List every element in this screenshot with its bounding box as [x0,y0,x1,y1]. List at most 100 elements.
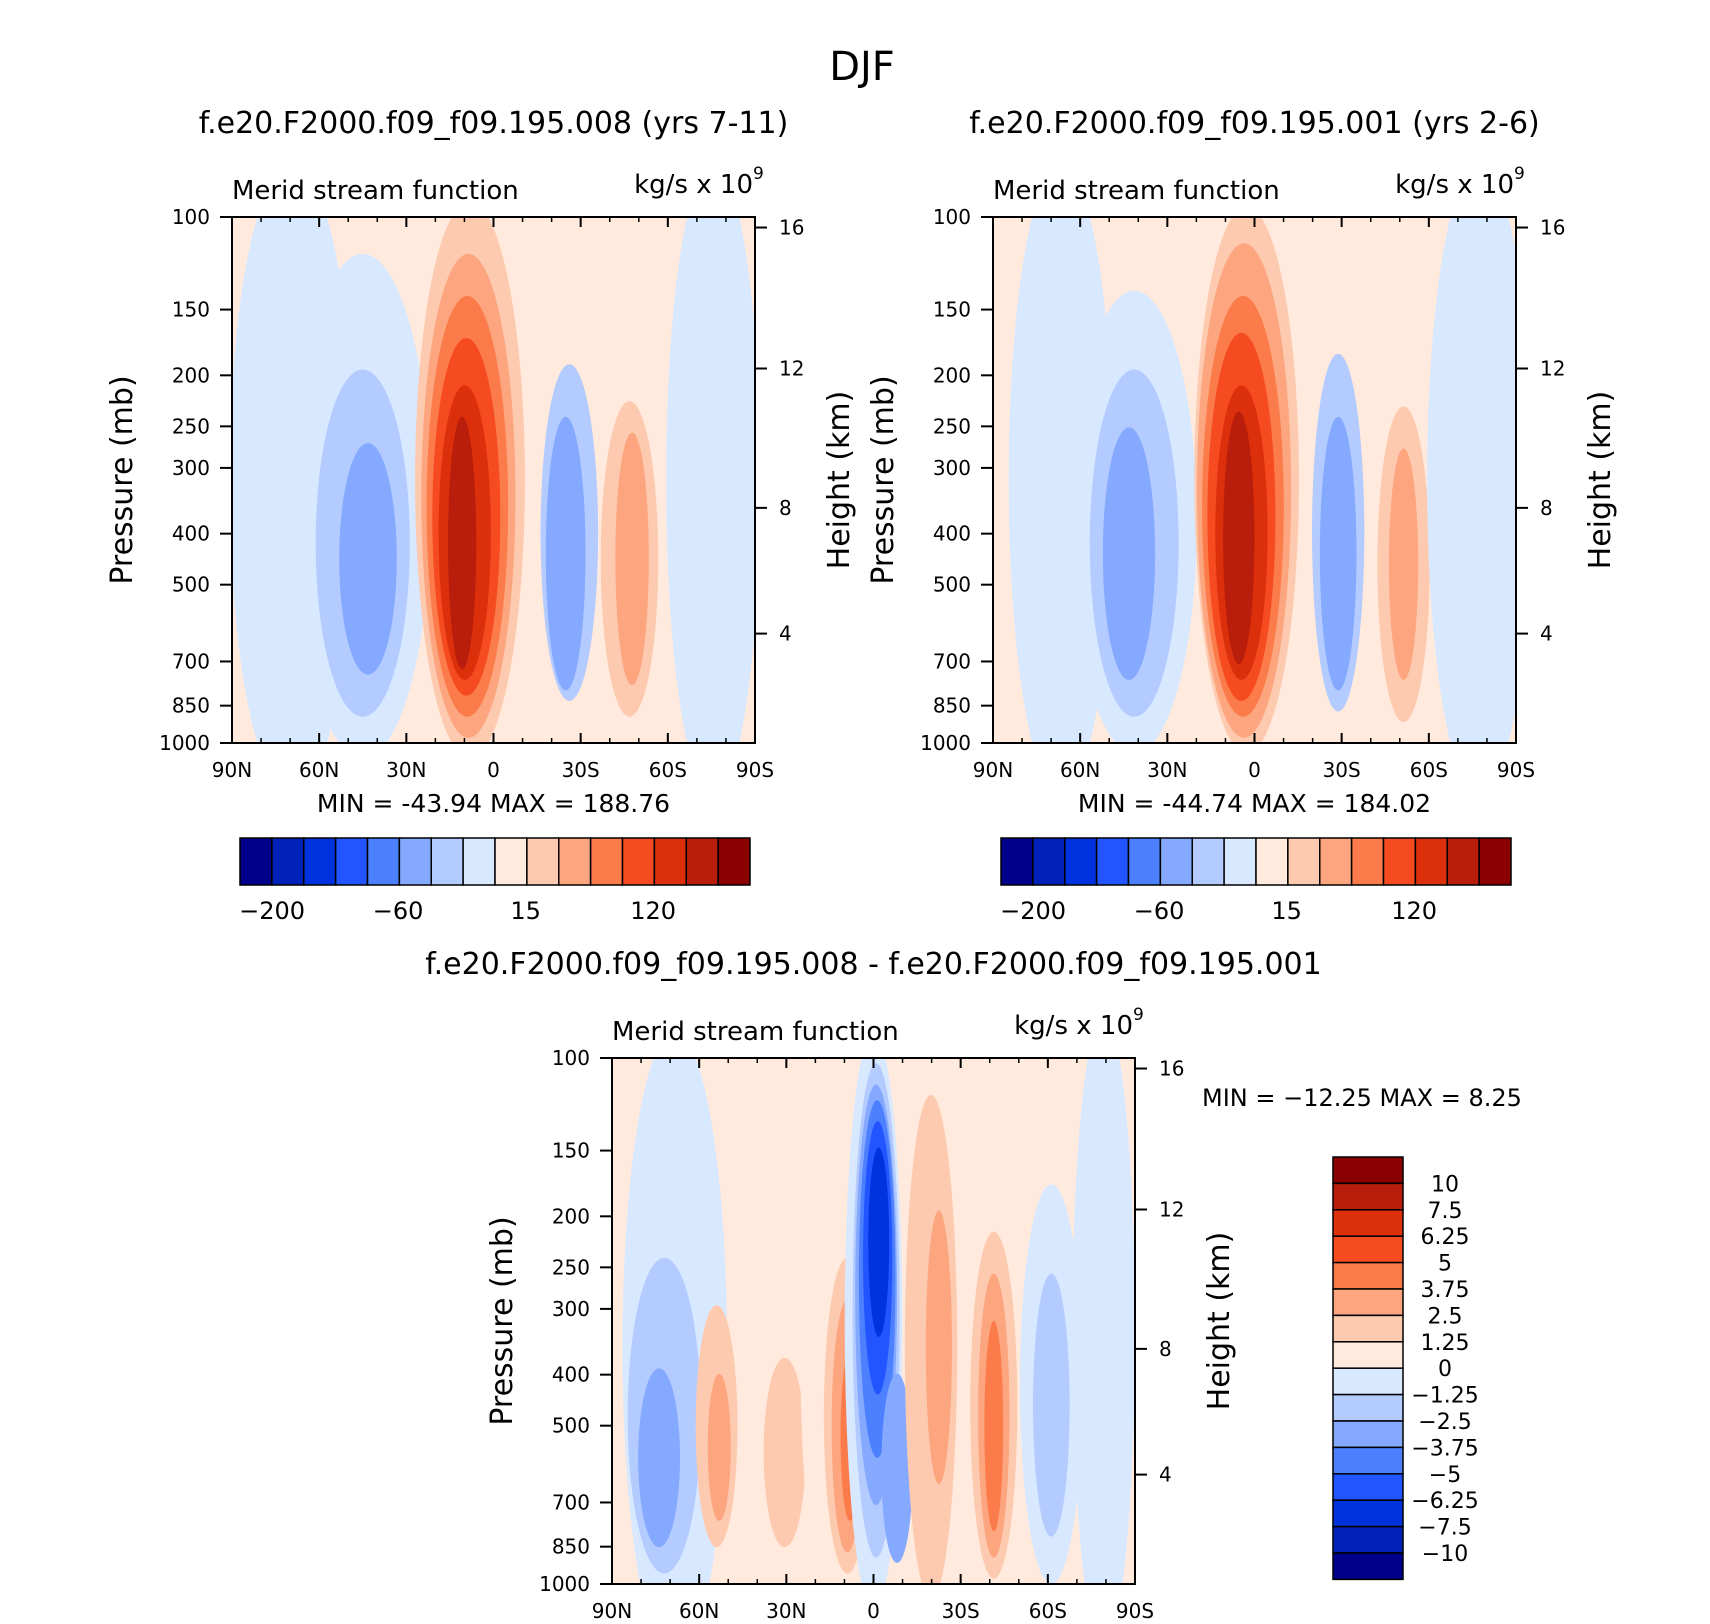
colorbar-label: −200 [239,897,305,925]
panel-subtitle-left: Merid stream function [232,176,519,206]
y-right-tick-label: 12 [1159,1197,1184,1221]
contour-region [868,1147,890,1337]
x-tick-label: 90S [736,758,774,782]
contour-region [545,416,586,691]
panel-subtitle-right: kg/s x 10 [634,170,753,200]
min-max-text: MIN = −12.25 MAX = 8.25 [1202,1084,1522,1112]
colorbar-label: 2.5 [1428,1304,1463,1329]
y-tick-label: 150 [933,298,971,322]
contour-region [881,1373,913,1563]
panel-3: f.e20.F2000.f09_f09.195.008 - f.e20.F200… [425,947,1522,1623]
x-tick-label: 0 [867,1599,880,1620]
colorbar-swatch [1332,1235,1404,1264]
panel-1: f.e20.F2000.f09_f09.195.008 (yrs 7-11) Me… [105,106,857,925]
colorbar-swatch [1000,837,1034,886]
y-tick-label: 200 [552,1204,590,1228]
colorbar-swatch [1159,837,1193,886]
contour-region [984,1321,1004,1532]
y-tick-label: 100 [552,1046,590,1070]
colorbar-label: −60 [373,897,424,925]
colorbar-swatch [1414,837,1448,886]
figure-title: DJF [829,44,895,90]
x-tick-label: 90N [973,758,1013,782]
colorbar-label: 120 [1391,897,1437,925]
colorbar-swatch [1382,837,1417,886]
y-tick-label: 150 [552,1139,590,1163]
y-tick-label: 250 [552,1255,590,1279]
colorbar-swatch [366,837,401,886]
x-tick-label: 30N [1147,758,1187,782]
y-right-axis-label: Height (km) [822,391,857,570]
contour-region [638,1368,680,1548]
colorbar-label: 1.25 [1421,1331,1470,1356]
colorbar-label: −1.25 [1411,1384,1478,1409]
colorbar-swatch [1332,1367,1404,1396]
y-tick-label: 300 [933,456,971,480]
contour-region [925,1210,952,1485]
colorbar-label: −2.5 [1418,1410,1471,1435]
y-right-axis-label: Height (km) [1202,1232,1237,1411]
y-tick-label: 500 [172,573,210,597]
y-tick-label: 400 [172,522,210,546]
y-tick-label: 700 [933,649,971,673]
contour-region [1319,416,1357,691]
colorbar-label: 120 [630,897,676,925]
y-tick-label: 500 [552,1414,590,1438]
y-axis-label: Pressure (mb) [485,1216,520,1425]
contour-region [707,1373,731,1521]
contour-region [615,432,649,686]
x-tick-label: 30S [942,1599,980,1620]
contour-region [763,1357,806,1548]
y-tick-label: 150 [172,298,210,322]
colorbar-label: 5 [1438,1252,1452,1277]
y-tick-label: 400 [933,522,971,546]
panel-title: f.e20.F2000.f09_f09.195.001 (yrs 2-6) [969,106,1539,141]
colorbar-swatch [1332,1473,1404,1501]
unit-exponent: 9 [1514,164,1525,184]
colorbar-label: 6.25 [1421,1225,1470,1250]
colorbar-swatch [1332,1156,1404,1185]
colorbar-label: 7.5 [1428,1199,1463,1224]
colorbar-swatch [1095,837,1130,886]
contour-region [339,443,397,675]
contour-region [1427,217,1516,743]
x-tick-label: 60S [649,758,687,782]
y-tick-label: 700 [552,1490,590,1514]
y-tick-label: 1000 [539,1572,590,1596]
colorbar-swatch [589,837,624,886]
unit-exponent: 9 [1133,1005,1144,1025]
y-right-axis-label: Height (km) [1583,391,1618,570]
colorbar-swatch [1332,1499,1404,1528]
y-axis-label: Pressure (mb) [105,375,140,584]
x-tick-label: 30N [386,758,426,782]
colorbar-swatch [1319,837,1353,886]
colorbar-swatch [1287,837,1321,886]
x-tick-label: 30S [1323,758,1361,782]
y-tick-label: 850 [172,694,210,718]
panel-2: f.e20.F2000.f09_f09.195.001 (yrs 2-6) Mer… [866,106,1618,925]
y-right-tick-label: 12 [1540,356,1565,380]
contour-field [993,217,1516,743]
colorbar-swatch [303,837,337,886]
colorbar-label: 15 [1271,897,1302,925]
colorbar-swatch [1332,1261,1404,1290]
colorbar-swatch [526,837,560,886]
colorbar-swatch [1032,837,1066,886]
y-tick-label: 850 [933,694,971,718]
y-right-tick-label: 8 [1159,1337,1172,1361]
x-tick-label: 60S [1029,1599,1067,1620]
colorbar-label: −10 [1422,1542,1468,1567]
colorbar-label: −200 [1000,897,1066,925]
colorbar-swatch [239,837,273,886]
x-tick-label: 60S [1410,758,1448,782]
y-tick-label: 850 [552,1535,590,1559]
contour-field [232,217,755,743]
contour-region [1033,1273,1070,1537]
x-tick-label: 90N [212,758,252,782]
y-tick-label: 200 [172,363,210,387]
x-tick-label: 30N [766,1599,806,1620]
y-tick-label: 500 [933,573,971,597]
colorbar-label: −3.75 [1411,1436,1478,1461]
contour-region [666,217,755,743]
min-max-text: MIN = -43.94 MAX = 188.76 [317,789,670,818]
